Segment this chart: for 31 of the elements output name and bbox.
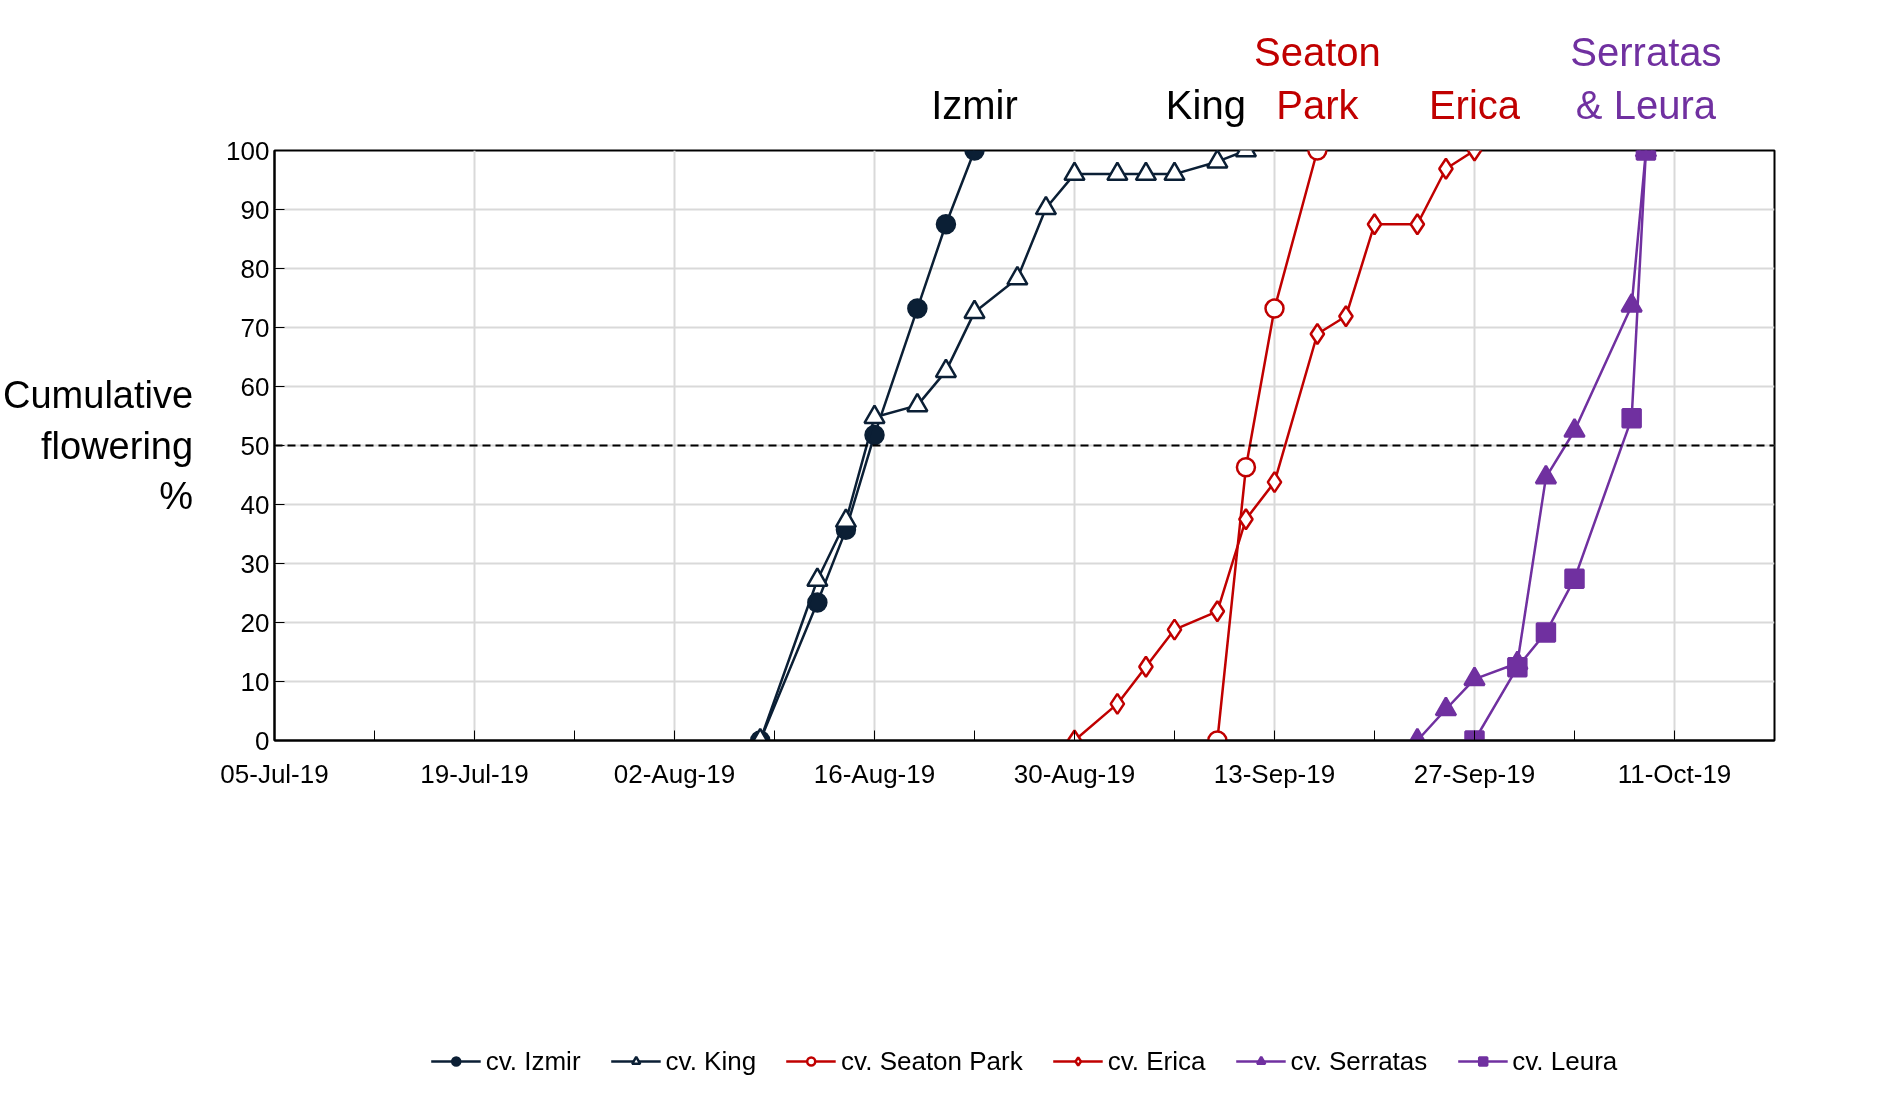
legend-label: cv. King <box>665 1045 757 1077</box>
y-tick-label: 60 <box>240 371 270 402</box>
legend-label: cv. Seaton Park <box>841 1045 1023 1077</box>
y-tick-label: 90 <box>240 194 270 225</box>
legend-label: cv. Leura <box>1512 1045 1618 1077</box>
x-tick-label: 27-Sep-19 <box>1413 758 1536 789</box>
x-tick-label: 30-Aug-19 <box>1013 758 1136 789</box>
y-tick-label: 80 <box>240 253 270 284</box>
text: Erica <box>1428 82 1521 127</box>
y-axis-title: Cumulative flowering % <box>3 374 194 517</box>
x-tick-label: 13-Sep-19 <box>1213 758 1336 789</box>
y-tick-label: 10 <box>240 666 270 697</box>
text: Serratas & Leura <box>1570 30 1722 127</box>
legend-label: cv. Izmir <box>485 1045 581 1077</box>
x-tick-label: 19-Jul-19 <box>420 758 529 789</box>
y-tick-label: 100 <box>226 135 270 166</box>
text: King <box>1165 82 1246 127</box>
legend-label: cv. Erica <box>1107 1045 1206 1077</box>
y-tick-label: 0 <box>255 725 270 756</box>
y-tick-label: 30 <box>240 548 270 579</box>
y-tick-label: 50 <box>240 430 270 461</box>
text: Seaton Park <box>1253 30 1381 127</box>
legend-label: cv. Serratas <box>1290 1045 1428 1077</box>
x-tick-label: 02-Aug-19 <box>613 758 736 789</box>
y-tick-label: 70 <box>240 312 270 343</box>
y-tick-label: 20 <box>240 607 270 638</box>
text: Izmir <box>931 82 1018 127</box>
y-tick-label: 40 <box>240 489 270 520</box>
x-tick-label: 16-Aug-19 <box>813 758 936 789</box>
x-tick-label: 11-Oct-19 <box>1617 758 1732 789</box>
x-tick-label: 05-Jul-19 <box>220 758 329 789</box>
